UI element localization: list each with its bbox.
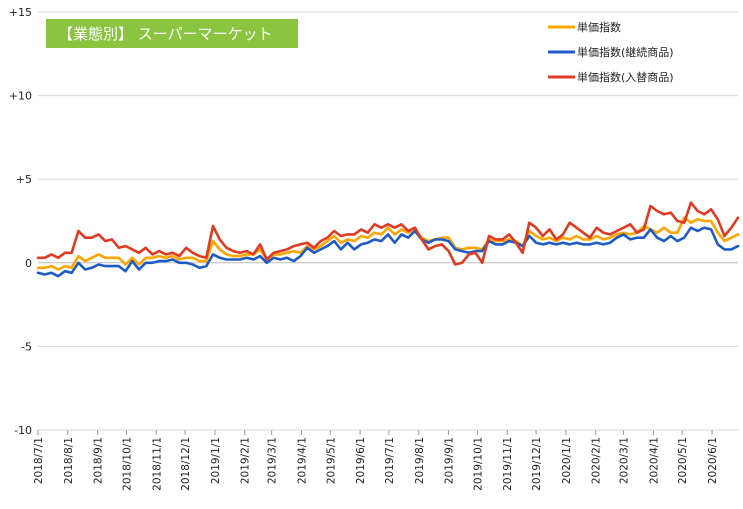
x-tick-label: 2019/12/1 bbox=[531, 437, 543, 491]
series-lines bbox=[36, 201, 740, 278]
y-tick-label: +10 bbox=[9, 90, 32, 103]
x-tick-label: 2020/4/1 bbox=[648, 437, 660, 484]
x-tick-label: 2020/5/1 bbox=[677, 437, 689, 484]
x-tick-label: 2019/1/1 bbox=[210, 437, 222, 484]
x-tick-label: 2019/10/1 bbox=[472, 437, 484, 491]
x-tick-label: 2019/11/1 bbox=[502, 437, 514, 491]
x-tick-label: 2018/9/1 bbox=[93, 437, 105, 484]
x-tick-label: 2019/4/1 bbox=[296, 437, 308, 484]
legend-label: 単価指数 bbox=[577, 20, 621, 34]
x-tick-label: 2020/6/1 bbox=[707, 437, 719, 484]
series-line-1 bbox=[36, 216, 740, 271]
legend-label: 単価指数(入替商品) bbox=[577, 70, 674, 84]
x-tick-label: 2018/7/1 bbox=[33, 437, 45, 484]
series-line-3 bbox=[36, 201, 740, 266]
x-tick-label: 2018/8/1 bbox=[63, 437, 75, 484]
y-tick-label: -5 bbox=[21, 340, 32, 353]
x-tick-label: 2019/9/1 bbox=[444, 437, 456, 484]
y-axis: +15 +10 +5 0 -5 -10 bbox=[9, 6, 32, 437]
x-axis: 2018/7/1 2018/8/1 2018/9/1 2018/10/1 2018/11… bbox=[33, 430, 719, 491]
y-tick-label: 0 bbox=[25, 257, 32, 270]
x-tick-label: 2018/12/1 bbox=[180, 437, 192, 491]
x-tick-label: 2018/10/1 bbox=[121, 437, 133, 491]
x-tick-label: 2019/6/1 bbox=[355, 437, 367, 484]
legend-label: 単価指数(継続商品) bbox=[577, 45, 674, 59]
x-tick-label: 2020/1/1 bbox=[561, 437, 573, 484]
chart-badge-box bbox=[46, 19, 298, 48]
chart-badge: 【業態別】 スーパーマーケット bbox=[46, 19, 298, 48]
x-tick-label: 2019/5/1 bbox=[325, 437, 337, 484]
x-tick-label: 2019/2/1 bbox=[240, 437, 252, 484]
y-tick-label: +5 bbox=[16, 173, 32, 186]
chart-badge-text: 【業態別】 スーパーマーケット bbox=[58, 25, 273, 43]
x-tick-label: 2019/8/1 bbox=[414, 437, 426, 484]
x-tick-label: 2020/3/1 bbox=[619, 437, 631, 484]
y-tick-label: -10 bbox=[14, 424, 32, 437]
x-tick-label: 2019/7/1 bbox=[384, 437, 396, 484]
x-tick-label: 2019/3/1 bbox=[267, 437, 279, 484]
x-tick-label: 2018/11/1 bbox=[151, 437, 163, 491]
x-tick-label: 2020/2/1 bbox=[591, 437, 603, 484]
series-line-2 bbox=[36, 226, 740, 278]
y-tick-label: +15 bbox=[9, 6, 32, 19]
